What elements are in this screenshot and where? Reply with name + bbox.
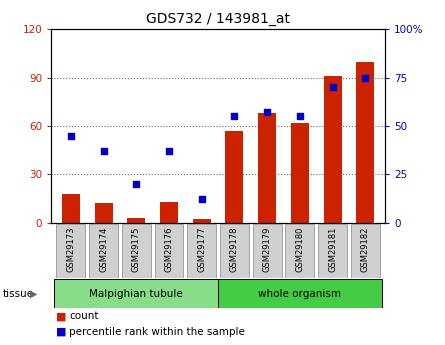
FancyBboxPatch shape bbox=[351, 224, 380, 278]
Text: GSM29177: GSM29177 bbox=[197, 226, 206, 272]
FancyBboxPatch shape bbox=[122, 224, 151, 278]
Text: GSM29175: GSM29175 bbox=[132, 226, 141, 272]
Text: ■: ■ bbox=[56, 312, 66, 321]
Text: tissue: tissue bbox=[2, 289, 33, 298]
FancyBboxPatch shape bbox=[318, 224, 347, 278]
Bar bbox=[324, 76, 342, 223]
FancyBboxPatch shape bbox=[253, 224, 282, 278]
Bar bbox=[160, 201, 178, 223]
Bar bbox=[291, 123, 309, 223]
Point bbox=[67, 133, 74, 138]
Bar bbox=[127, 218, 145, 223]
Point bbox=[231, 114, 238, 119]
Text: ■: ■ bbox=[56, 327, 66, 337]
Point bbox=[362, 75, 369, 80]
Bar bbox=[94, 203, 113, 223]
Point bbox=[100, 148, 107, 154]
Text: GSM29174: GSM29174 bbox=[99, 226, 108, 272]
Text: ▶: ▶ bbox=[30, 289, 37, 298]
Point bbox=[329, 85, 336, 90]
Bar bbox=[258, 113, 276, 223]
Text: GSM29179: GSM29179 bbox=[263, 226, 271, 272]
Bar bbox=[226, 131, 243, 223]
Text: GSM29173: GSM29173 bbox=[66, 226, 75, 272]
Text: GSM29178: GSM29178 bbox=[230, 226, 239, 272]
FancyBboxPatch shape bbox=[89, 224, 118, 278]
Text: GSM29176: GSM29176 bbox=[165, 226, 174, 272]
Bar bbox=[193, 219, 210, 223]
Text: count: count bbox=[69, 312, 98, 321]
FancyBboxPatch shape bbox=[285, 224, 314, 278]
Point bbox=[166, 148, 173, 154]
Point bbox=[133, 181, 140, 187]
Text: GDS732 / 143981_at: GDS732 / 143981_at bbox=[146, 12, 290, 26]
Point bbox=[263, 110, 271, 115]
FancyBboxPatch shape bbox=[57, 224, 85, 278]
FancyBboxPatch shape bbox=[187, 224, 216, 278]
FancyBboxPatch shape bbox=[218, 279, 382, 308]
Text: GSM29182: GSM29182 bbox=[361, 226, 370, 272]
Text: percentile rank within the sample: percentile rank within the sample bbox=[69, 327, 245, 337]
Bar bbox=[356, 61, 374, 223]
Bar bbox=[62, 194, 80, 223]
FancyBboxPatch shape bbox=[220, 224, 249, 278]
FancyBboxPatch shape bbox=[54, 279, 218, 308]
Point bbox=[198, 197, 205, 202]
FancyBboxPatch shape bbox=[154, 224, 183, 278]
Text: GSM29180: GSM29180 bbox=[295, 226, 304, 272]
Text: Malpighian tubule: Malpighian tubule bbox=[89, 289, 183, 298]
Text: whole organism: whole organism bbox=[259, 289, 341, 298]
Point bbox=[296, 114, 303, 119]
Text: GSM29181: GSM29181 bbox=[328, 226, 337, 272]
